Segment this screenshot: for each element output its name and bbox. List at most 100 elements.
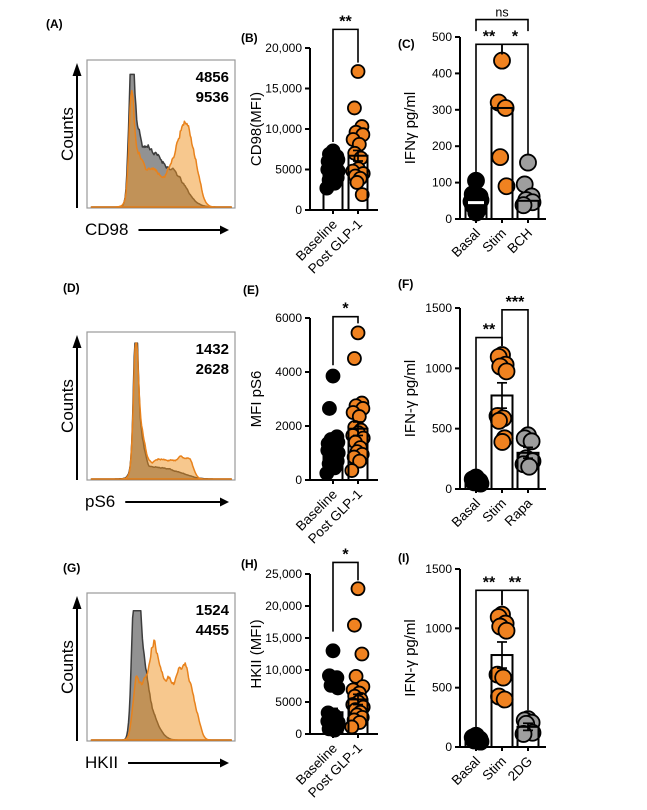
histogram-curve-post — [90, 342, 233, 480]
data-point — [493, 51, 511, 70]
y-tick-label: 5000 — [275, 163, 302, 177]
panel-label: (G) — [63, 561, 80, 575]
y-axis-title: Counts — [58, 107, 77, 161]
x-tick-label: Basal — [449, 226, 483, 260]
data-point — [325, 643, 341, 659]
y-tick-label: 500 — [432, 422, 452, 436]
panel-label: (H) — [241, 557, 258, 571]
x-axis-arrowhead — [220, 497, 229, 507]
y-tick-label: 400 — [432, 66, 452, 80]
y-tick-label: 10,000 — [265, 663, 302, 677]
data-point — [330, 680, 346, 696]
stat-value-baseline: 1524 — [196, 602, 230, 619]
sig-bracket — [332, 561, 359, 632]
y-axis-arrowhead — [72, 596, 82, 609]
data-point — [322, 401, 337, 416]
histogram-curve-post — [90, 89, 233, 208]
x-tick-label: Stim — [479, 754, 509, 784]
panel-label: (A) — [46, 17, 63, 31]
histogram-curve-post — [90, 639, 233, 741]
y-axis-title: IFN-γ pg/ml — [402, 619, 419, 697]
stat-value-baseline: 4856 — [196, 69, 229, 86]
panel-label: (E) — [243, 283, 259, 297]
panel-label: (F) — [398, 277, 413, 291]
y-tick-label: 300 — [432, 103, 452, 117]
mean-dash — [468, 201, 484, 205]
y-tick-label: 25,000 — [265, 567, 302, 581]
y-axis-title: HKII (MFI) — [248, 619, 265, 688]
data-point — [493, 433, 512, 451]
y-axis-title: CD98(MFI) — [248, 92, 265, 166]
data-point — [497, 362, 516, 381]
data-point — [350, 325, 366, 341]
bar-outline — [516, 199, 540, 221]
y-tick-label: 4000 — [275, 365, 302, 379]
data-point — [354, 187, 370, 203]
data-point — [354, 646, 370, 662]
x-tick-label: Rapa — [502, 495, 536, 529]
data-point — [520, 457, 539, 476]
sig-label: ** — [483, 574, 496, 591]
data-point — [349, 175, 365, 190]
sig-label: ** — [509, 574, 522, 591]
data-point — [319, 465, 335, 481]
bar-outline — [490, 106, 514, 220]
sig-bracket — [332, 315, 359, 366]
sig-label: * — [342, 301, 349, 318]
data-point — [344, 719, 360, 735]
data-point — [497, 177, 516, 196]
data-point — [490, 411, 508, 430]
data-point — [347, 617, 362, 633]
sig-label: ** — [483, 28, 496, 45]
data-point — [519, 153, 537, 172]
x-tick-label: Stim — [479, 226, 509, 256]
panel-h: (H) 0 5000 10,000 15,000 20,000 25,000 HKII (MF… — [241, 546, 378, 800]
y-tick-label: 20,000 — [265, 41, 302, 55]
y-tick-label: 0 — [445, 212, 452, 226]
y-tick-label: 1000 — [425, 621, 452, 635]
data-point — [494, 668, 513, 687]
y-tick-label: 15,000 — [265, 631, 302, 645]
data-point — [348, 668, 364, 684]
data-point — [350, 64, 366, 79]
panel-label: (D) — [63, 281, 80, 295]
x-tick-label: 2DG — [505, 754, 535, 784]
sig-label: * — [342, 546, 349, 563]
y-tick-label: 1500 — [425, 301, 452, 315]
data-point — [352, 453, 368, 469]
y-tick-label: 500 — [432, 30, 452, 44]
stat-value-baseline: 1432 — [196, 341, 229, 358]
data-point — [522, 432, 541, 451]
panel-a: (A) 4856 9536 Counts CD98 — [46, 17, 236, 239]
stat-value-post: 4455 — [196, 622, 229, 639]
y-axis-title: Counts — [58, 640, 77, 694]
y-axis-title: IFN-γ pg/ml — [402, 360, 419, 438]
y-tick-label: 1000 — [425, 361, 452, 375]
panel-b: (B)0500010,00015,00020,000CD98(MFI)Basel… — [241, 13, 378, 276]
x-axis-arrowhead — [220, 225, 229, 235]
panel-label: (B) — [241, 31, 258, 45]
x-tick-label: Basal — [449, 496, 483, 530]
data-point — [319, 180, 335, 196]
sig-label: * — [512, 28, 519, 45]
y-axis-arrowhead — [72, 63, 82, 76]
sig-bracket — [332, 28, 359, 142]
y-tick-label: 500 — [432, 681, 452, 695]
x-axis-title: pS6 — [85, 492, 115, 511]
y-tick-label: 0 — [295, 727, 302, 741]
y-axis-title: Counts — [58, 379, 77, 433]
panel-label: (C) — [398, 37, 415, 51]
y-tick-label: 5000 — [275, 695, 302, 709]
x-tick-label: Basal — [449, 754, 483, 788]
y-tick-label: 1500 — [425, 562, 452, 576]
sig-label: ** — [483, 322, 496, 339]
data-point — [347, 351, 362, 366]
y-axis-arrowhead — [72, 335, 82, 348]
sig-label: *** — [506, 294, 525, 311]
data-point — [347, 100, 362, 116]
